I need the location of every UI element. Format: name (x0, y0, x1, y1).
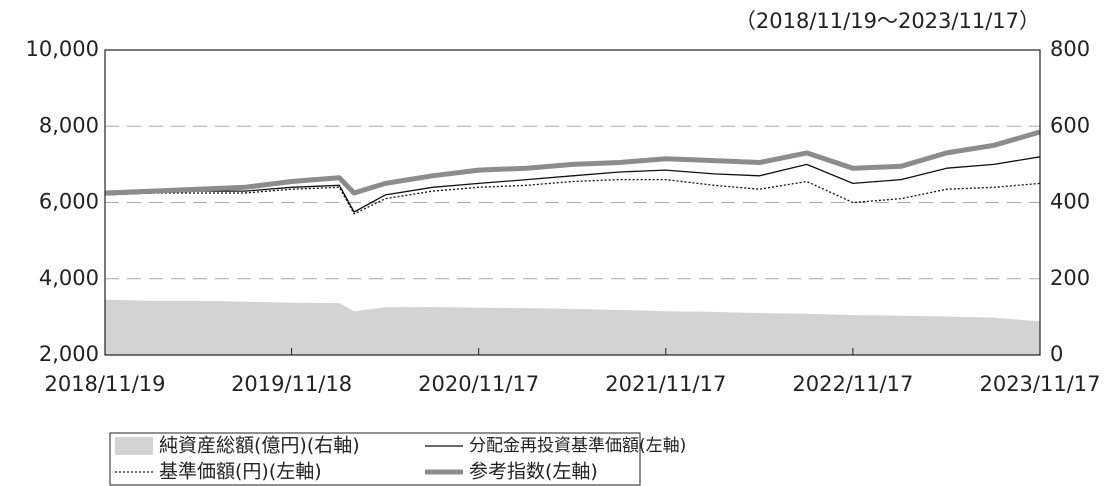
y-tick-label: 10,000 (26, 37, 99, 61)
legend-label: 基準価額(円)(左軸) (159, 461, 322, 483)
plot-frame (104, 49, 1041, 356)
y2-tick-label: 200 (1050, 266, 1090, 290)
area (105, 299, 1040, 355)
y-tick-label: 6,000 (39, 190, 99, 214)
x-tick-label: 2023/11/17 (979, 372, 1100, 396)
line (104, 178, 1041, 215)
legend-box (109, 432, 641, 486)
chart-subtitle: （2018/11/19～2023/11/17） (735, 9, 1040, 33)
legend-label: 純資産総額(億円)(右軸) (159, 435, 360, 457)
line (104, 129, 1041, 196)
x-tick-label: 2020/11/17 (418, 372, 539, 396)
x-tick-label: 2018/11/19 (44, 372, 165, 396)
x-tick-label: 2019/11/18 (231, 372, 352, 396)
y2-tick-label: 600 (1050, 113, 1090, 137)
x-tick-label: 2021/11/17 (605, 372, 726, 396)
y-tick-label: 8,000 (39, 113, 99, 137)
legend-label: 参考指数(左軸) (469, 461, 598, 483)
legend-swatch (115, 437, 153, 455)
x-tick-label: 2022/11/17 (792, 372, 913, 396)
y2-tick-label: 0 (1050, 342, 1063, 366)
line (104, 156, 1041, 213)
y2-tick-label: 400 (1050, 190, 1090, 214)
legend-label: 分配金再投資基準価額(左軸) (469, 436, 686, 456)
y-tick-label: 4,000 (39, 266, 99, 290)
y-tick-label: 2,000 (39, 342, 99, 366)
y2-tick-label: 800 (1050, 37, 1090, 61)
